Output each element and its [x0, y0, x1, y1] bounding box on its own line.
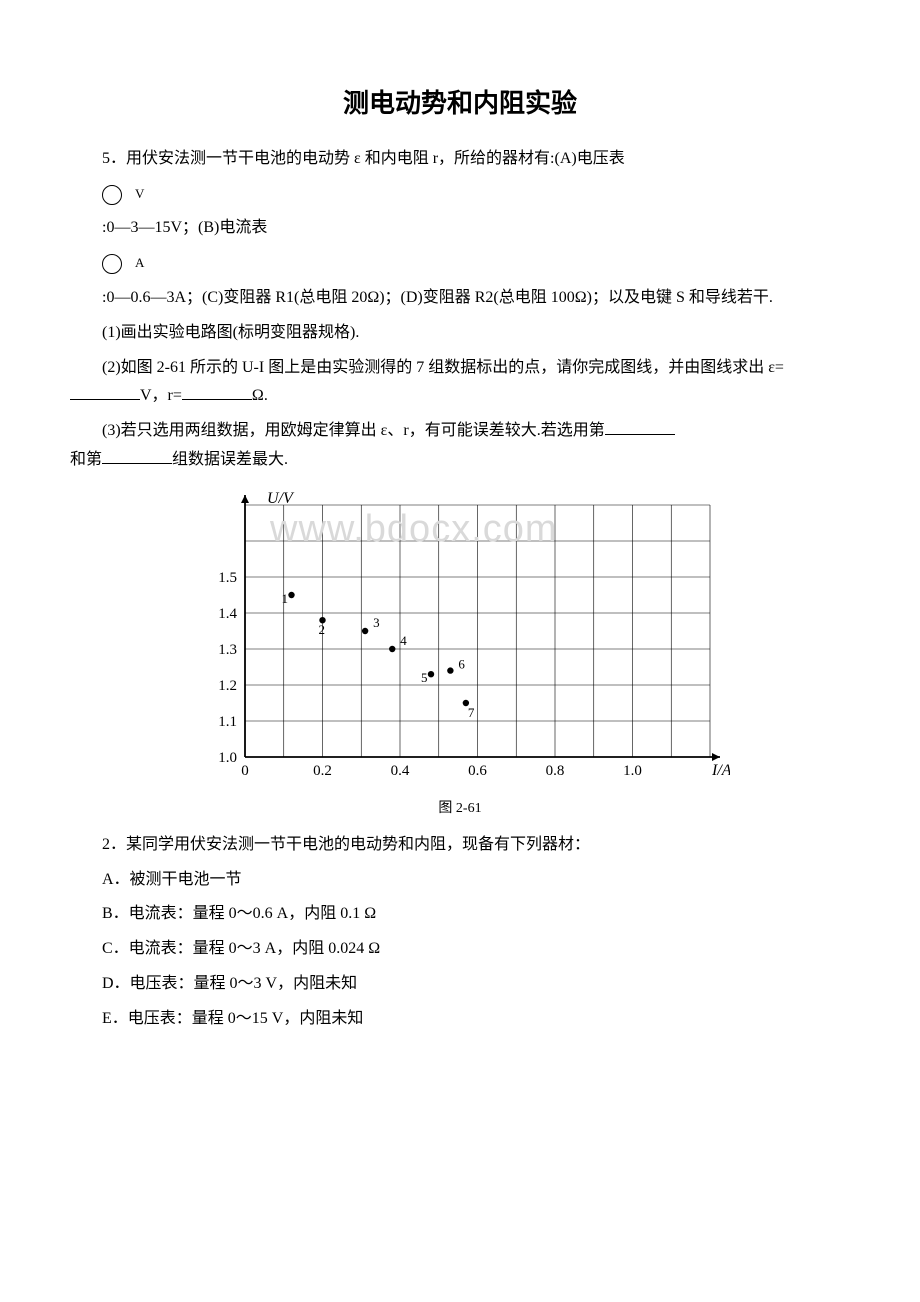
q5-p3a: (3)若只选用两组数据，用欧姆定律算出 ε、r，有可能误差较大.若选用第 [102, 422, 605, 439]
q5-sym-v: V [70, 180, 850, 209]
q2-D: D．电压表：量程 0～3 V，内阻未知 [70, 970, 850, 999]
svg-text:I/A: I/A [711, 762, 730, 779]
svg-text:1.0: 1.0 [218, 750, 237, 766]
blank-group1[interactable] [605, 418, 675, 435]
q5-p2c: Ω. [252, 387, 268, 404]
q2-A: A．被测干电池一节 [70, 866, 850, 895]
q5-p3: (3)若只选用两组数据，用欧姆定律算出 ε、r，有可能误差较大.若选用第 和第 组… [70, 417, 850, 475]
svg-text:5: 5 [421, 670, 428, 685]
blank-group2[interactable] [102, 447, 172, 464]
q5-line-a-text: :0—0.6—3A；(C)变阻器 R1(总电阻 20Ω)；(D)变阻器 R2(总… [102, 289, 773, 306]
svg-text:1.2: 1.2 [218, 678, 237, 694]
voltmeter-icon: V [102, 185, 122, 205]
ammeter-icon: A [102, 254, 122, 274]
page-title: 测电动势和内阻实验 [70, 80, 850, 127]
svg-text:1: 1 [282, 591, 289, 606]
q5-intro: 5．用伏安法测一节干电池的电动势 ε 和内电阻 r，所给的器材有:(A)电压表 [70, 145, 850, 174]
ui-chart: www.bdocx.com 1.01.11.21.31.41.500.20.40… [70, 487, 850, 821]
q5-sym-a: A [70, 249, 850, 278]
svg-text:0.4: 0.4 [391, 763, 410, 779]
svg-text:3: 3 [373, 615, 380, 630]
svg-text:1.3: 1.3 [218, 642, 237, 658]
svg-text:0.2: 0.2 [313, 763, 332, 779]
q2-B: B．电流表：量程 0～0.6 A，内阻 0.1 Ω [70, 900, 850, 929]
svg-text:2: 2 [319, 622, 326, 637]
q5-p3b: 和第 [70, 446, 102, 475]
q2-C: C．电流表：量程 0～3 A，内阻 0.024 Ω [70, 935, 850, 964]
svg-text:7: 7 [468, 705, 475, 720]
svg-text:1.4: 1.4 [218, 606, 237, 622]
chart-caption: 图 2-61 [70, 796, 850, 821]
q2-intro: 2．某同学用伏安法测一节干电池的电动势和内阻，现备有下列器材： [70, 831, 850, 860]
svg-text:1.0: 1.0 [623, 763, 642, 779]
svg-text:0.8: 0.8 [546, 763, 565, 779]
svg-text:U/V: U/V [267, 490, 295, 507]
blank-emf[interactable] [70, 383, 140, 400]
svg-text:0.6: 0.6 [468, 763, 487, 779]
q5-p2: (2)如图 2-61 所示的 U-I 图上是由实验测得的 7 组数据标出的点，请… [70, 354, 850, 412]
q2-E: E．电压表：量程 0～15 V，内阻未知 [70, 1005, 850, 1034]
svg-text:4: 4 [400, 633, 407, 648]
q5-line-v: :0—3—15V；(B)电流表 [70, 214, 850, 243]
q5-p2a: (2)如图 2-61 所示的 U-I 图上是由实验测得的 7 组数据标出的点，请… [102, 359, 784, 376]
svg-text:0: 0 [241, 763, 249, 779]
q5-line-a: :0—0.6—3A；(C)变阻器 R1(总电阻 20Ω)；(D)变阻器 R2(总… [70, 284, 850, 313]
svg-text:6: 6 [458, 656, 465, 671]
svg-text:1.5: 1.5 [218, 570, 237, 586]
blank-r[interactable] [182, 383, 252, 400]
q5-p3c: 组数据误差最大. [172, 451, 288, 468]
chart-svg: 1.0 1.1 1.2 1.3 1.4 1.5 0 0.2 0.4 0.6 0.8 1.0 U/V I/A… [190, 487, 730, 787]
svg-text:1.1: 1.1 [218, 714, 237, 730]
q5-p1: (1)画出实验电路图(标明变阻器规格). [70, 319, 850, 348]
q5-p2b: V，r= [140, 387, 182, 404]
